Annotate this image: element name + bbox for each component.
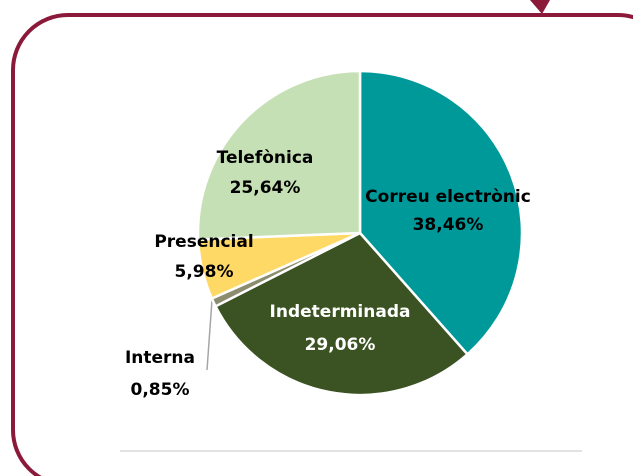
slice-name: Telefònica: [217, 148, 314, 168]
slice-name: Correu electrònic: [365, 187, 531, 207]
corner-marker: [530, 0, 550, 14]
pie-slice: [213, 231, 470, 397]
slice-value-label: 29,06%: [305, 335, 376, 355]
slice-name: Presencial: [154, 232, 253, 252]
slice-value-label: 38,46%: [413, 215, 484, 235]
slice-value-label: 25,64%: [230, 178, 301, 198]
pie-slice: [358, 69, 524, 357]
slice-name: Interna: [125, 348, 195, 368]
slice-value-label: 0,85%: [131, 380, 190, 400]
leader-line: [206, 299, 213, 371]
slice-name: Indeterminada: [270, 302, 411, 322]
pie-slice: [196, 69, 362, 241]
slice-value-label: 5,98%: [175, 262, 234, 282]
pie: [196, 69, 524, 397]
